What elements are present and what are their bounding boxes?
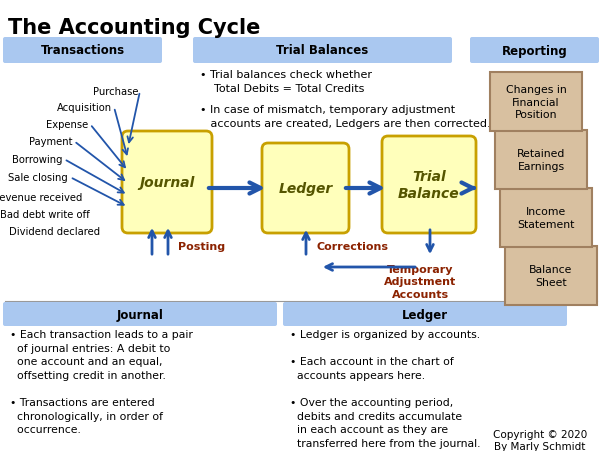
FancyBboxPatch shape bbox=[495, 131, 587, 189]
Text: • Ledger is organized by accounts.

• Each account in the chart of
  accounts ap: • Ledger is organized by accounts. • Eac… bbox=[290, 329, 480, 448]
Text: Dividend declared: Dividend declared bbox=[9, 226, 100, 236]
Text: Journal: Journal bbox=[139, 175, 194, 189]
Text: Bad debt write off: Bad debt write off bbox=[0, 210, 90, 220]
Text: Trial
Balance: Trial Balance bbox=[398, 170, 460, 201]
FancyBboxPatch shape bbox=[490, 73, 582, 132]
FancyBboxPatch shape bbox=[500, 189, 592, 248]
Text: Expense: Expense bbox=[46, 120, 88, 130]
FancyBboxPatch shape bbox=[283, 302, 567, 326]
Text: Sale closing: Sale closing bbox=[8, 173, 68, 183]
Text: Purchase: Purchase bbox=[93, 87, 138, 97]
FancyBboxPatch shape bbox=[262, 144, 349, 234]
FancyBboxPatch shape bbox=[193, 38, 452, 64]
Text: Balance
Sheet: Balance Sheet bbox=[529, 265, 573, 287]
Text: Changes in
Financial
Position: Changes in Financial Position bbox=[506, 85, 566, 120]
Text: Income
Statement: Income Statement bbox=[517, 207, 575, 229]
FancyBboxPatch shape bbox=[3, 38, 162, 64]
Text: The Accounting Cycle: The Accounting Cycle bbox=[8, 18, 261, 38]
Text: Posting: Posting bbox=[178, 241, 225, 252]
Text: Retained
Earnings: Retained Earnings bbox=[517, 149, 565, 171]
FancyBboxPatch shape bbox=[382, 137, 476, 234]
Text: Journal: Journal bbox=[117, 308, 163, 321]
Text: Acquisition: Acquisition bbox=[57, 103, 112, 113]
Text: Borrowing: Borrowing bbox=[11, 155, 62, 165]
Text: Corrections: Corrections bbox=[316, 241, 388, 252]
Text: • Each transaction leads to a pair
  of journal entries: A debit to
  one accoun: • Each transaction leads to a pair of jo… bbox=[10, 329, 193, 434]
Text: Trial Balances: Trial Balances bbox=[276, 44, 368, 57]
Text: Payment: Payment bbox=[28, 137, 72, 147]
FancyBboxPatch shape bbox=[470, 38, 599, 64]
FancyBboxPatch shape bbox=[122, 132, 212, 234]
Text: Transactions: Transactions bbox=[40, 44, 125, 57]
Text: Revenue received: Revenue received bbox=[0, 193, 82, 202]
Text: Copyright © 2020
By Marly Schmidt: Copyright © 2020 By Marly Schmidt bbox=[493, 429, 587, 451]
FancyBboxPatch shape bbox=[505, 246, 597, 305]
Text: • Trial balances check whether
    Total Debits = Total Credits: • Trial balances check whether Total Deb… bbox=[200, 70, 372, 94]
Text: Ledger: Ledger bbox=[402, 308, 448, 321]
Text: Ledger: Ledger bbox=[278, 182, 333, 196]
Text: Temporary
Adjustment
Accounts: Temporary Adjustment Accounts bbox=[384, 264, 456, 299]
Text: Reporting: Reporting bbox=[501, 44, 567, 57]
Text: • In case of mismatch, temporary adjustment
   accounts are created, Ledgers are: • In case of mismatch, temporary adjustm… bbox=[200, 105, 491, 129]
FancyBboxPatch shape bbox=[3, 302, 277, 326]
